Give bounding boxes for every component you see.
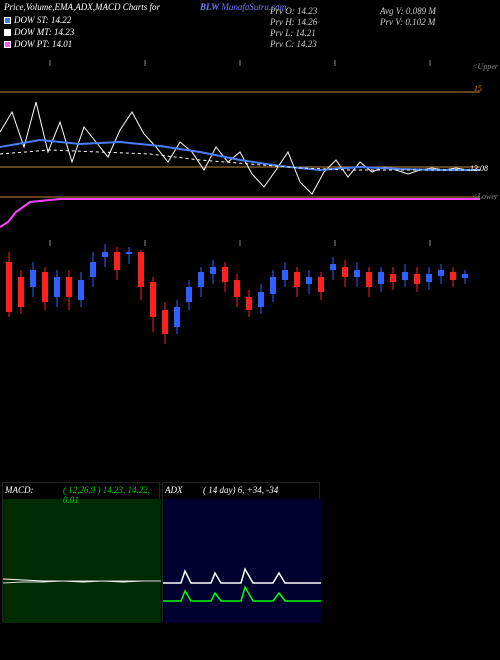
adx-panel[interactable]: ADX ( 14 day) 6, +34, -34: [162, 482, 320, 622]
legend-label: DOW PT: 14.01: [14, 38, 72, 50]
macd-panel[interactable]: MACD: ( 12,26,9 ) 14.23, 14.22, 0.01: [2, 482, 160, 622]
macd-params: ( 12,26,9 ) 14.23, 14.22, 0.01: [63, 485, 159, 505]
legend: DOW ST: 14.22DOW MT: 14.23DOW PT: 14.01: [4, 14, 74, 50]
title-left: Price,Volume,EMA,ADX,MACD Charts for: [4, 2, 160, 12]
chart-header: Price,Volume,EMA,ADX,MACD Charts for BLW…: [0, 0, 500, 52]
legend-label: DOW ST: 14.22: [14, 14, 71, 26]
ticker-symbol: BLW: [200, 2, 219, 12]
price-chart-svg: [0, 52, 500, 352]
adx-title: ADX: [165, 485, 183, 495]
prev-open: Prv O: 14.23: [270, 6, 317, 17]
prev-low: Prv L: 14.21: [270, 28, 317, 39]
legend-item: DOW ST: 14.22: [4, 14, 74, 26]
legend-swatch: [4, 29, 11, 36]
axis-label-15: 15: [474, 84, 482, 93]
adx-params: ( 14 day) 6, +34, -34: [203, 485, 278, 495]
spacer: [0, 352, 500, 482]
prev-close: Prv C: 14.23: [270, 39, 317, 50]
price-chart[interactable]: <Upper <Lower 15 13.08: [0, 52, 500, 352]
lower-tag: <Lower: [472, 192, 498, 201]
upper-tag: <Upper: [472, 62, 498, 71]
indicator-row: MACD: ( 12,26,9 ) 14.23, 14.22, 0.01 ADX…: [0, 482, 500, 622]
legend-swatch: [4, 17, 11, 24]
legend-swatch: [4, 41, 11, 48]
axis-label-1308: 13.08: [470, 164, 488, 173]
volume-info: Avg V: 0.089 M Prv V: 0.102 M: [380, 6, 436, 28]
prev-high: Prv H: 14.26: [270, 17, 317, 28]
legend-label: DOW MT: 14.23: [14, 26, 74, 38]
ohlc-info: Prv O: 14.23 Prv H: 14.26 Prv L: 14.21 P…: [270, 6, 317, 50]
prv-vol: Prv V: 0.102 M: [380, 17, 436, 28]
adx-svg: [163, 483, 321, 623]
avg-vol: Avg V: 0.089 M: [380, 6, 436, 17]
macd-title: MACD:: [5, 485, 34, 495]
legend-item: DOW PT: 14.01: [4, 38, 74, 50]
legend-item: DOW MT: 14.23: [4, 26, 74, 38]
